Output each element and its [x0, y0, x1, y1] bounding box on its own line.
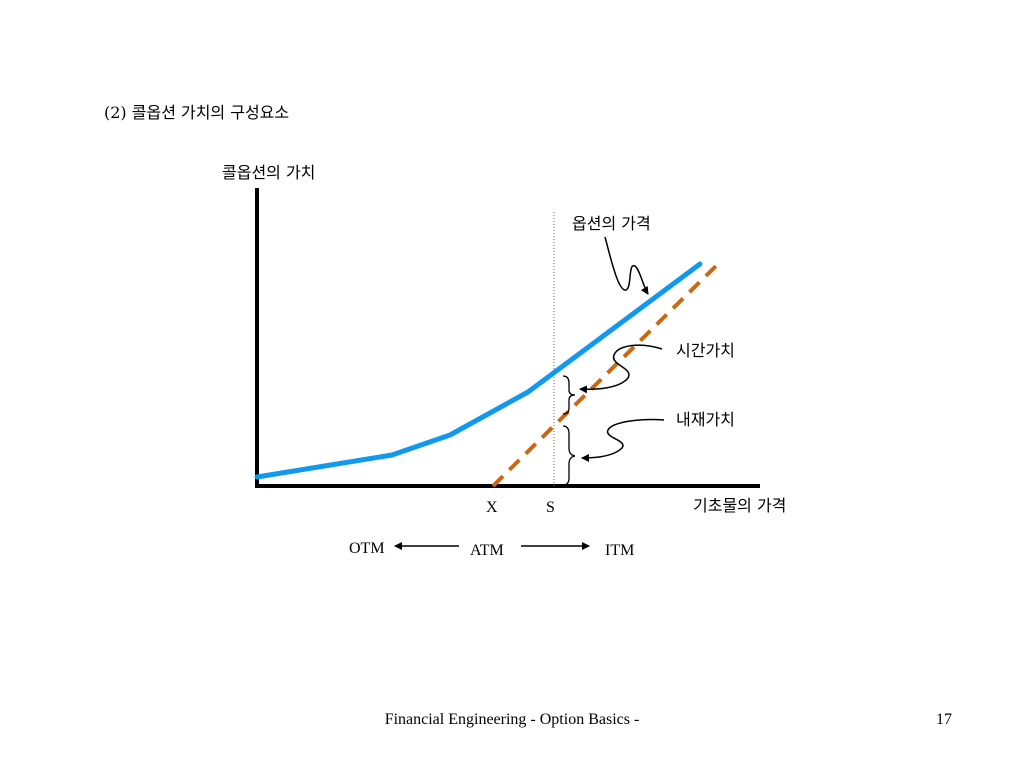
atm-label: ATM [470, 542, 504, 559]
time-value-label: 시간가치 [676, 341, 735, 360]
y-axis-label: 콜옵션의 가치 [222, 163, 315, 182]
time-value-callout-arrow [579, 344, 663, 394]
x-strike-tick-label: X [486, 499, 498, 516]
option-price-label: 옵션의 가격 [572, 214, 651, 233]
option-price-callout-arrow [604, 236, 649, 295]
s-spot-tick-label: S [546, 499, 555, 516]
slide-heading: (2) 콜옵션 가치의 구성요소 [104, 103, 290, 122]
footer-title: Financial Engineering - Option Basics - [384, 711, 640, 728]
intrinsic-value-line [491, 262, 720, 488]
option-value-curve [254, 261, 703, 480]
x-axis-label: 기초물의 가격 [693, 496, 786, 515]
intrinsic-value-label: 내재가치 [676, 410, 735, 429]
page-number: 17 [936, 711, 952, 728]
otm-label: OTM [349, 540, 385, 557]
itm-label: ITM [605, 542, 634, 559]
time-value-brace [562, 375, 576, 415]
intrinsic-value-brace [562, 425, 576, 486]
intrinsic-value-callout-arrow [581, 418, 665, 462]
